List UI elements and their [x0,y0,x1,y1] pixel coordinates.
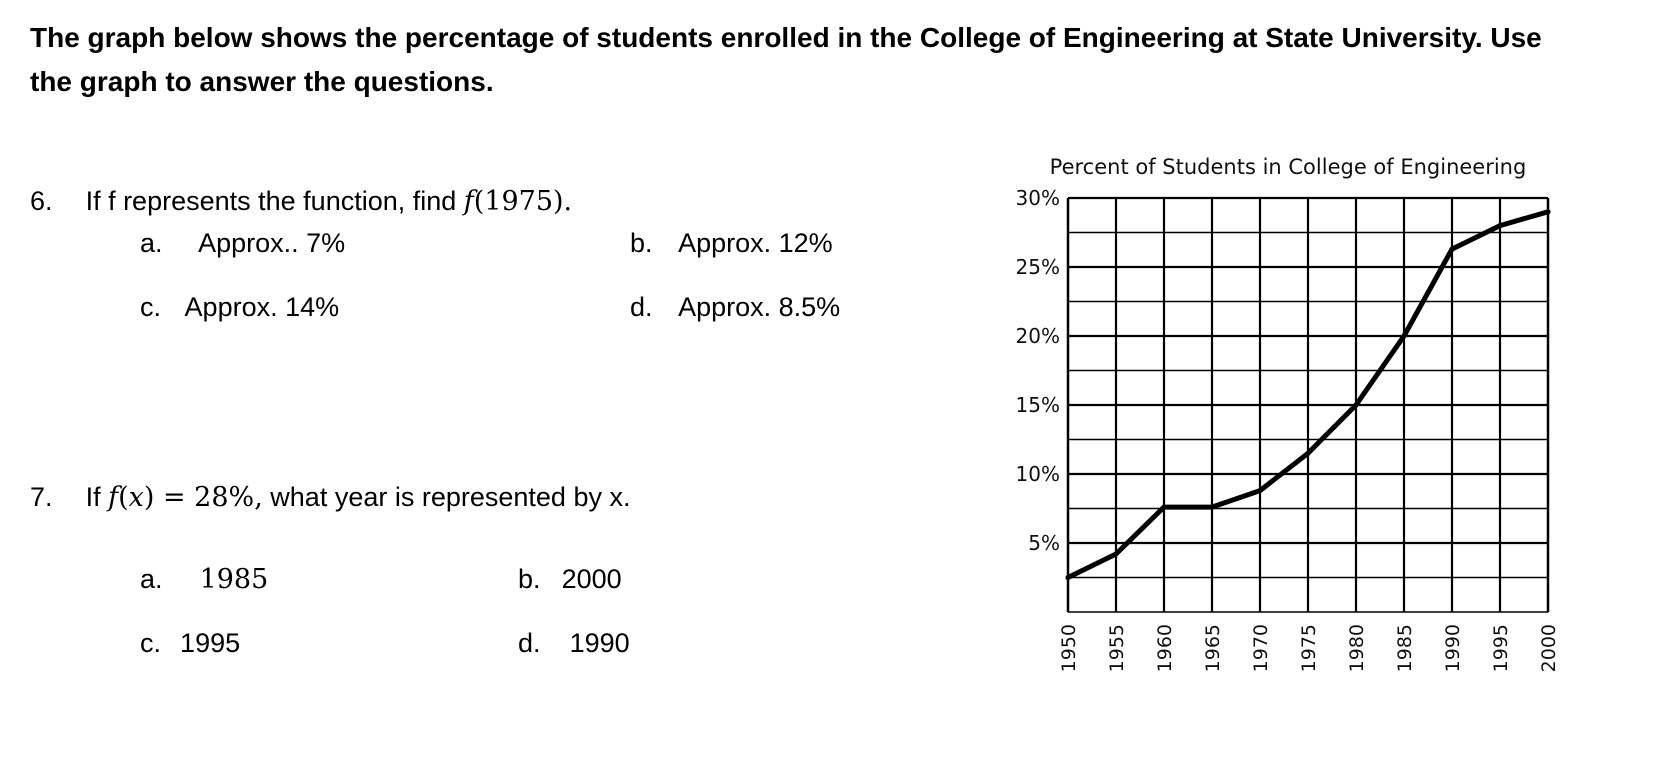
y-tick-label: 5% [1028,531,1060,555]
option-letter: d. [630,292,653,322]
question-7: 7. If f(x) = 28%, what year is represent… [30,482,630,513]
data-point [1545,209,1551,215]
data-point [1305,450,1311,456]
question-6-argument: (1975). [473,186,573,217]
chart-grid [1066,196,1550,613]
x-tick-label: 1985 [1394,624,1416,672]
data-point [1449,246,1455,252]
data-point [1401,333,1407,339]
data-point [1497,223,1503,229]
question-6-option-c[interactable]: c. Approx. 14% [140,292,339,323]
y-tick-label: 10% [1016,462,1060,486]
chart-labels: 5% 10% 15% 20% 25% 30% 1950 1955 1960 1965 1970 197… [1016,186,1560,672]
instructions-line-2: the graph to answer the questions. [30,66,494,97]
y-tick-label: 20% [1016,324,1060,348]
x-tick-label: 1990 [1442,624,1464,672]
question-6-text: If f represents the function, find [85,186,464,216]
x-tick-label: 1980 [1346,624,1368,672]
x-tick-label: 1960 [1154,624,1176,672]
option-text: Approx.. 7% [198,228,346,258]
option-text: 1985 [199,564,269,595]
option-letter: b. [630,228,653,258]
option-letter: c. [140,292,162,322]
option-text: 1995 [180,628,241,658]
option-text: Approx. 12% [678,228,833,258]
question-7-suffix: what year is represented by x. [262,482,631,512]
x-tick-label: 1965 [1202,624,1224,672]
option-text: Approx. 14% [184,292,340,322]
question-6-option-a[interactable]: a. Approx.. 7% [140,228,345,259]
option-text: 1990 [569,628,630,658]
option-letter: d. [518,628,541,658]
question-6-function: f [463,186,474,217]
chart-line-layer [1065,209,1551,580]
question-7-variable: x [128,482,144,513]
data-point [1113,551,1119,557]
x-tick-label: 1995 [1490,624,1512,672]
y-tick-label: 15% [1016,393,1060,417]
question-7-option-c[interactable]: c. 1995 [140,628,240,659]
question-7-option-a[interactable]: a. 1985 [140,564,268,595]
question-6: 6. If f represents the function, find f(… [30,186,572,217]
question-6-number: 6. [30,186,53,216]
option-letter: b. [518,564,541,594]
instructions: The graph below shows the percentage of … [30,16,1610,104]
question-7-option-b[interactable]: b. 2000 [518,564,622,595]
question-6-option-b[interactable]: b. Approx. 12% [630,228,833,259]
option-text: Approx. 8.5% [678,292,841,322]
data-point [1353,402,1359,408]
question-7-number: 7. [30,482,53,512]
data-point [1161,504,1167,510]
option-letter: c. [140,628,162,658]
x-tick-label: 1975 [1298,624,1320,672]
y-tick-label: 25% [1016,255,1060,279]
x-tick-label: 1950 [1058,624,1080,672]
question-7-option-d[interactable]: d. 1990 [518,628,630,659]
question-7-prefix: If [85,482,109,512]
data-point [1065,575,1071,580]
instructions-line-1: The graph below shows the percentage of … [30,22,1542,53]
data-point [1257,488,1263,494]
option-letter: a. [140,564,163,594]
x-tick-label: 1970 [1250,624,1272,672]
option-letter: a. [140,228,163,258]
question-7-function: f [108,482,119,513]
x-tick-label: 2000 [1538,624,1560,672]
question-7-open-paren: ( [118,482,129,513]
option-text: 2000 [561,564,622,594]
y-tick-label: 30% [1016,186,1060,210]
x-tick-label: 1955 [1106,624,1128,672]
chart-title: Percent of Students in College of Engine… [1050,155,1527,179]
data-point [1209,504,1215,510]
question-6-option-d[interactable]: d. Approx. 8.5% [630,292,840,323]
question-7-equation: ) = 28%, [143,482,263,513]
